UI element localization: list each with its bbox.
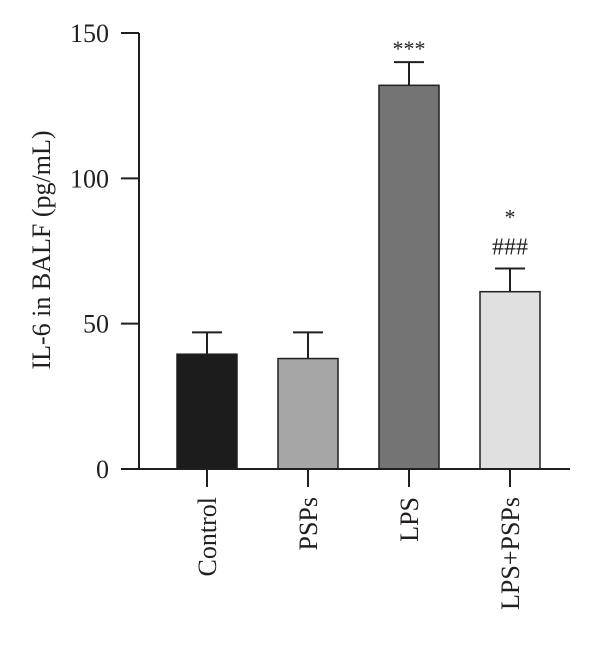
x-tick-label-lps-psps: LPS+PSPs xyxy=(496,497,525,610)
bar-lps-psps xyxy=(479,290,541,470)
bar-psps xyxy=(277,357,339,470)
x-tick-label-psps: PSPs xyxy=(294,497,323,551)
x-tick-label-control: Control xyxy=(193,497,222,576)
y-axis-label: IL-6 in BALF (pg/mL) xyxy=(27,130,56,369)
significance-stars: * xyxy=(505,204,516,229)
error-bar-lps xyxy=(394,61,424,86)
significance-stars: *** xyxy=(393,36,426,61)
y-tick-label: 0 xyxy=(96,455,109,484)
annotations-group: ****### xyxy=(393,36,529,260)
error-bars-group xyxy=(192,61,525,359)
x-axis-ticks: Control PSPs LPS LPS+PSPs xyxy=(193,469,525,610)
error-bar-control xyxy=(192,331,222,355)
x-tick-label-lps: LPS xyxy=(395,497,424,542)
bars-group xyxy=(176,84,541,470)
significance-hashes: ### xyxy=(492,234,528,260)
bar-lps xyxy=(378,84,440,470)
y-tick-label: 100 xyxy=(70,164,109,193)
y-tick-label: 50 xyxy=(83,310,109,339)
error-bar-lps-psps xyxy=(495,267,525,292)
bar-control xyxy=(176,353,238,470)
y-tick-label: 150 xyxy=(70,19,109,48)
y-axis-ticks: 0 50 100 150 xyxy=(70,19,139,484)
error-bar-psps xyxy=(293,331,323,359)
